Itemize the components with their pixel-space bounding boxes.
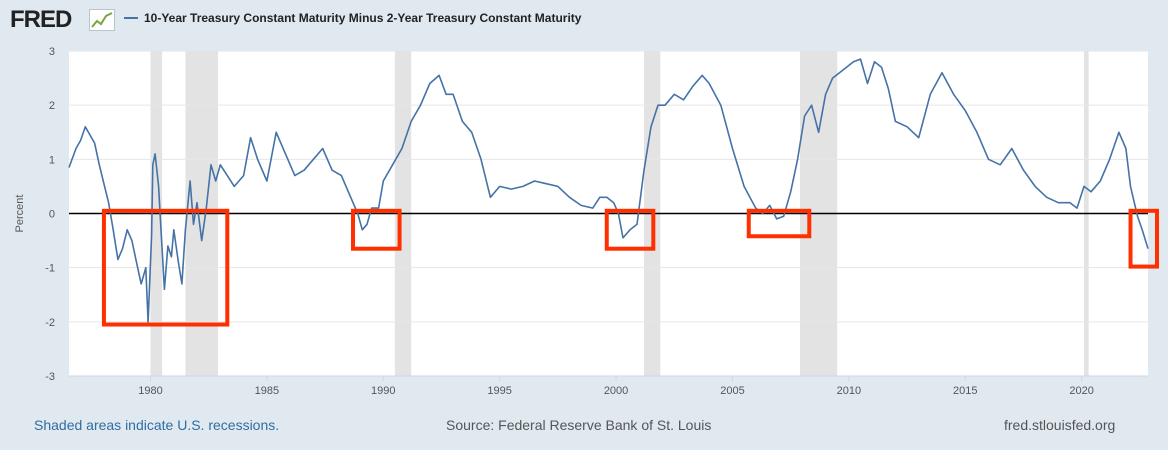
inversion-highlight-box [746, 208, 812, 239]
chart-logo-icon [89, 9, 115, 31]
x-tick-label: 2020 [1069, 385, 1093, 397]
inversion-highlight-box [1128, 208, 1159, 269]
y-tick-label: 2 [49, 100, 55, 112]
fred-url-link[interactable]: fred.stlouisfed.org [1004, 417, 1116, 433]
y-tick-label: 0 [49, 209, 55, 221]
x-tick-label: 2000 [604, 385, 628, 397]
y-tick-label: 1 [49, 154, 55, 166]
y-tick-label: 3 [49, 46, 55, 58]
chart-header: FRED 10-Year Treasury Constant Maturity … [0, 0, 1168, 40]
x-tick-label: 2005 [720, 385, 744, 397]
inversion-highlight-box [101, 208, 230, 327]
x-tick-label: 1985 [255, 385, 279, 397]
x-tick-label: 2015 [953, 385, 977, 397]
y-tick-label: -1 [45, 263, 55, 275]
recession-note-link[interactable]: Shaded areas indicate U.S. recessions. [34, 417, 280, 433]
source-text: Source: Federal Reserve Bank of St. Loui… [446, 417, 712, 433]
legend-label: 10-Year Treasury Constant Maturity Minus… [144, 11, 582, 25]
x-tick-label: 1990 [371, 385, 395, 397]
y-tick-label: -3 [45, 371, 55, 383]
x-tick-label: 1980 [138, 385, 162, 397]
series-line[interactable] [68, 58, 1149, 323]
y-axis-label: Percent [14, 195, 26, 233]
fred-logo[interactable]: FRED [10, 6, 72, 33]
y-tick-label: -2 [45, 317, 55, 329]
inversion-highlight-box [351, 208, 402, 251]
x-tick-label: 1995 [487, 385, 511, 397]
legend-swatch [124, 17, 138, 19]
x-tick-label: 2010 [837, 385, 861, 397]
line-chart[interactable]: -3 -2 -1 0 1 2 3 1980 1985 1990 1995 2000 2005 2010 20… [0, 40, 1168, 410]
inversion-highlight-box [604, 208, 656, 251]
series-legend[interactable]: 10-Year Treasury Constant Maturity Minus… [124, 11, 581, 25]
